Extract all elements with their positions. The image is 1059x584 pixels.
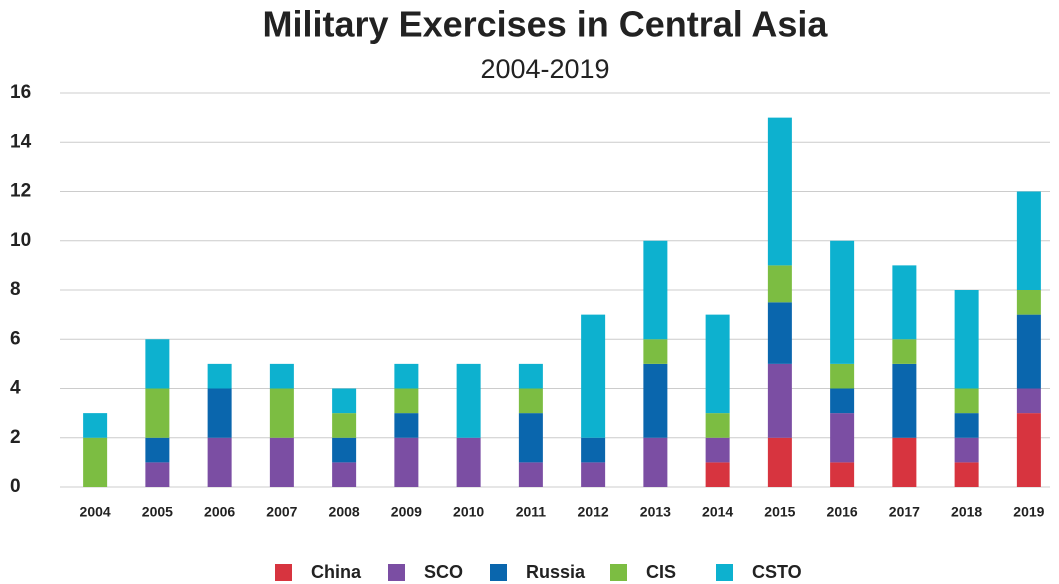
x-tick-label: 2006 (204, 504, 235, 520)
x-tick-label: 2012 (578, 504, 609, 520)
bar-segment (1016, 290, 1041, 315)
bar-segment (456, 437, 481, 487)
bar-segment (207, 388, 232, 438)
bar-segment (1016, 314, 1041, 389)
bar-segment (767, 302, 792, 364)
bar-segment (581, 314, 606, 438)
bar-segment (145, 462, 170, 487)
bar-segment (83, 413, 108, 438)
bar-segment (394, 388, 419, 414)
bar-segment (830, 413, 855, 463)
y-tick-label: 12 (10, 181, 31, 202)
y-tick-label: 14 (10, 131, 32, 152)
x-tick-label: 2005 (142, 504, 173, 520)
bar-segment (643, 339, 668, 364)
x-tick-label: 2014 (702, 504, 733, 520)
bar-segment (643, 437, 668, 487)
chart-title: Military Exercises in Central Asia (263, 4, 829, 45)
bar-segment (705, 413, 730, 438)
y-tick-label: 0 (10, 476, 21, 497)
x-tick-label: 2004 (80, 504, 111, 520)
bar-segment (456, 363, 481, 438)
chart-subtitle: 2004-2019 (480, 54, 609, 84)
bar-segment (207, 437, 232, 487)
x-tick-label: 2011 (516, 504, 547, 520)
y-tick-label: 16 (10, 82, 31, 103)
bar-segment (83, 437, 108, 487)
bar-segment (954, 413, 979, 438)
bar-segment (332, 437, 357, 463)
x-tick-label: 2016 (827, 504, 858, 520)
legend-label: China (311, 562, 362, 582)
bar-segment (394, 363, 419, 389)
bar-segment (954, 462, 979, 487)
bar-segment (767, 265, 792, 303)
bar-segment (705, 462, 730, 487)
bar-segment (954, 388, 979, 414)
bar-segment (1016, 413, 1041, 487)
bar-segment (332, 462, 357, 487)
x-tick-label: 2017 (889, 504, 920, 520)
bar-segment (518, 363, 543, 389)
y-tick-label: 10 (10, 230, 31, 251)
bar-segment (394, 413, 419, 438)
legend-label: Russia (526, 562, 586, 582)
bar-segment (767, 437, 792, 487)
x-tick-label: 2013 (640, 504, 671, 520)
bar-segment (767, 363, 792, 438)
x-tick-label: 2019 (1013, 504, 1044, 520)
bar-segment (269, 363, 294, 389)
bar-segment (332, 388, 357, 414)
bar-segment (518, 413, 543, 463)
y-tick-label: 8 (10, 279, 21, 300)
bar-segment (705, 437, 730, 463)
bar-segment (518, 388, 543, 414)
legend-swatch (490, 564, 507, 581)
bar-segment (767, 117, 792, 266)
bar-segment (1016, 388, 1041, 414)
x-tick-label: 2010 (453, 504, 484, 520)
bar-segment (581, 437, 606, 463)
bar-segment (145, 339, 170, 389)
legend-label: CSTO (752, 562, 802, 582)
bar-segment (892, 437, 917, 487)
bar-segment (830, 240, 855, 364)
x-tick-label: 2015 (764, 504, 795, 520)
x-tick-label: 2007 (266, 504, 297, 520)
bar-segment (705, 314, 730, 414)
bar-segment (332, 413, 357, 438)
bar-segment (1016, 191, 1041, 290)
bar-segment (394, 437, 419, 487)
bar-segment (954, 437, 979, 463)
bar-segment (269, 388, 294, 438)
bar-segment (954, 290, 979, 389)
legend-label: CIS (646, 562, 676, 582)
bar-segment (518, 462, 543, 487)
y-tick-label: 6 (10, 328, 21, 349)
bar-segment (581, 462, 606, 487)
bar-segment (830, 462, 855, 487)
y-tick-label: 2 (10, 427, 21, 448)
bar-segment (207, 363, 232, 389)
bar-segment (643, 363, 668, 438)
legend-swatch (716, 564, 733, 581)
legend-swatch (275, 564, 292, 581)
bar-segment (892, 363, 917, 438)
bar-segment (830, 388, 855, 414)
x-tick-label: 2018 (951, 504, 982, 520)
bar-segment (892, 339, 917, 364)
bar-segment (830, 363, 855, 389)
bar-segment (145, 437, 170, 463)
bar-segment (643, 240, 668, 340)
bar-segment (269, 437, 294, 487)
legend-swatch (610, 564, 627, 581)
legend-label: SCO (424, 562, 463, 582)
bar-segment (145, 388, 170, 438)
x-tick-label: 2008 (329, 504, 360, 520)
legend-swatch (388, 564, 405, 581)
y-tick-label: 4 (10, 378, 21, 399)
x-tick-label: 2009 (391, 504, 422, 520)
bar-segment (892, 265, 917, 340)
